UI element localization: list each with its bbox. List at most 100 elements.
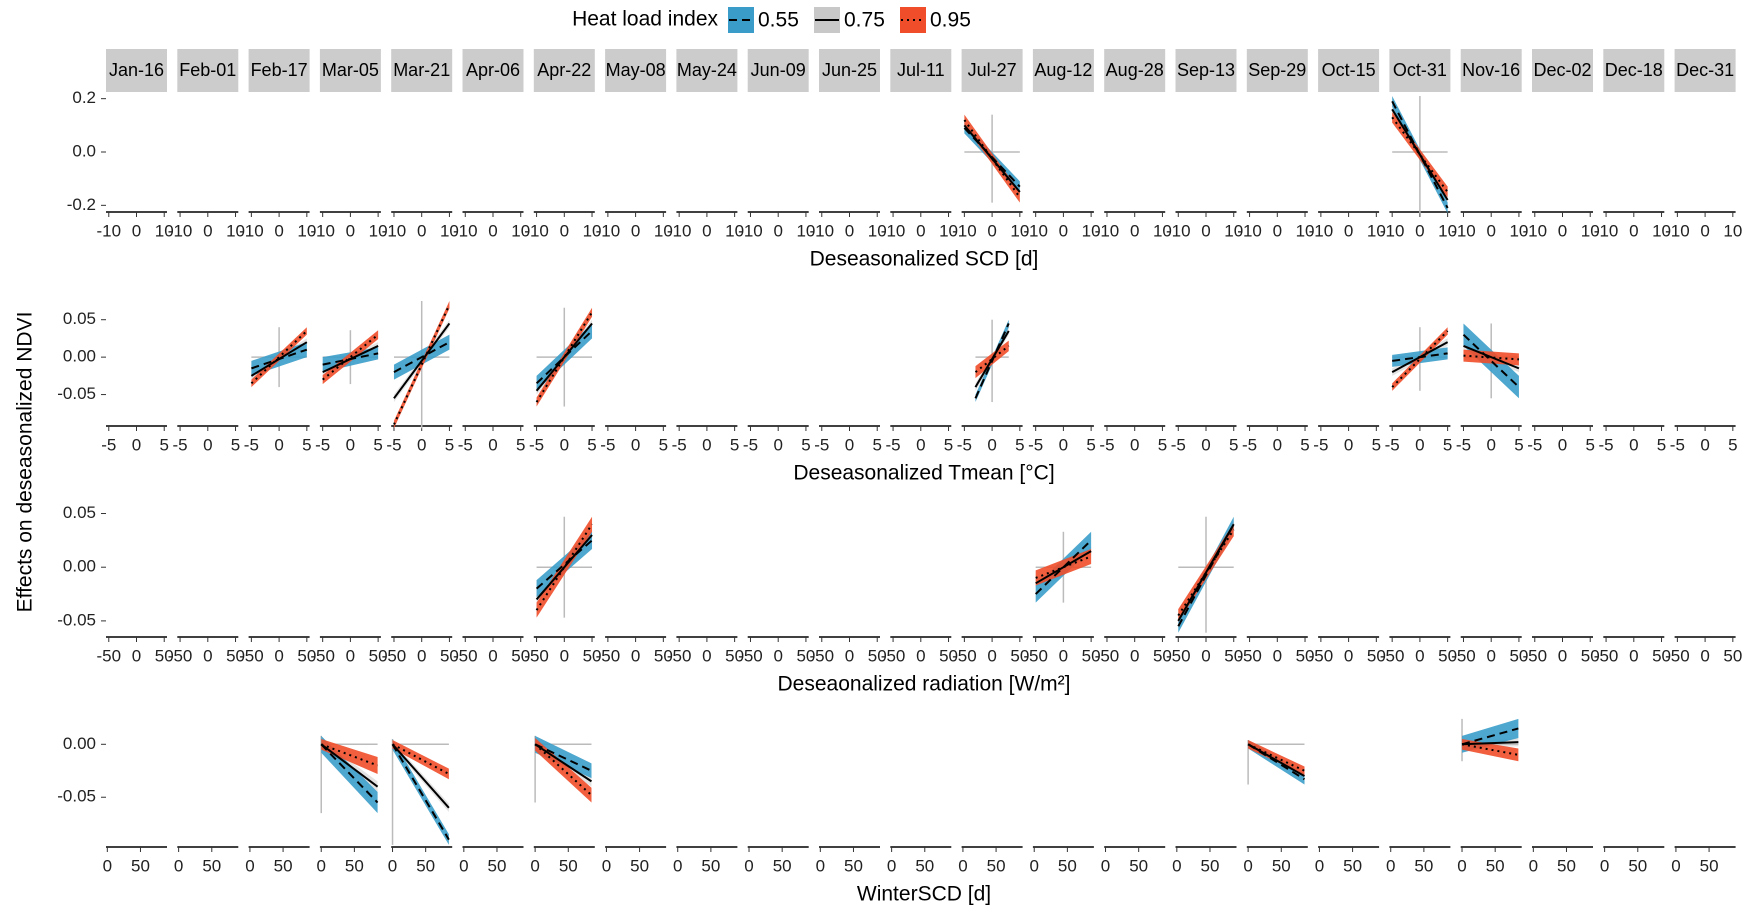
effect-line [1035,555,1092,579]
effect-line [1391,108,1449,201]
x-tick-label: 0 [1201,221,1210,240]
x-tick-label: 50 [915,856,934,875]
x-tick-label: 0 [203,435,212,454]
facet-label: Dec-18 [1605,60,1663,80]
x-tick-label: 50 [1438,646,1457,665]
x-tick-label: -50 [738,646,763,665]
x-tick-label: 0 [1558,221,1567,240]
x-tick-label: -50 [1665,646,1690,665]
x-tick-label: 50 [1486,856,1505,875]
x-tick-label: 0 [417,646,426,665]
x-tick-label: -5 [1456,435,1471,454]
effect-line [1392,352,1448,362]
x-tick-label: 10 [1010,221,1029,240]
x-tick-label: 50 [1129,856,1148,875]
y-tick-label: 0.00 [63,347,96,366]
effect-line [1247,743,1306,781]
x-tick-label: 5 [159,435,168,454]
facet-label: Aug-12 [1034,60,1092,80]
facet-label: May-08 [606,60,666,80]
facet-strip [1318,49,1380,92]
x-tick-label: 5 [1372,435,1381,454]
effect-line [392,743,450,775]
x-tick-label: -5 [1171,435,1186,454]
x-tick-label: 0 [388,856,397,875]
effect-line [1247,743,1305,772]
x-tick-label: -50 [382,646,407,665]
x-tick-label: 0 [1315,856,1324,875]
x-tick-label: -10 [1451,221,1476,240]
facet-strip [747,49,809,92]
facet-strip [1532,49,1593,92]
facet-label: Mar-21 [393,60,450,80]
x-tick-label: -5 [1385,435,1400,454]
x-tick-label: -10 [1095,221,1120,240]
x-tick-label: 10 [226,221,245,240]
x-tick-label: -50 [310,646,335,665]
x-tick-label: -10 [1309,221,1334,240]
x-tick-label: -5 [1099,435,1114,454]
x-tick-label: 50 [1652,646,1671,665]
x-tick-label: 10 [511,221,530,240]
x-tick-label: 50 [1509,646,1528,665]
x-tick-label: 50 [1272,856,1291,875]
legend-label: 0.95 [930,9,971,32]
x-tick-label: -50 [1522,646,1547,665]
x-tick-label: 5 [1514,435,1523,454]
x-tick-label: 10 [1438,221,1457,240]
x-tick-label: -5 [1028,435,1043,454]
x-tick-label: 10 [369,221,388,240]
x-tick-label: -10 [809,221,834,240]
x-tick-label: 0 [631,221,640,240]
x-axis-label: Deseasonalized Tmean [°C] [793,462,1054,485]
x-tick-label: 0 [1130,221,1139,240]
x-tick-label: 50 [440,646,459,665]
facet-strip [605,49,667,92]
x-tick-label: 10 [654,221,673,240]
facet-label: Oct-31 [1393,60,1447,80]
x-tick-label: 0 [1273,435,1282,454]
x-tick-label: -10 [1023,221,1048,240]
facet-label: Jul-27 [968,60,1017,80]
x-tick-label: 0 [773,646,782,665]
facet-strip [1674,49,1736,92]
x-tick-label: -50 [1380,646,1405,665]
facet-strip [819,49,880,92]
facet-label: Jun-25 [822,60,877,80]
x-tick-label: 0 [560,646,569,665]
x-tick-label: -50 [596,646,621,665]
x-tick-label: -50 [1023,646,1048,665]
x-tick-label: 0 [702,646,711,665]
facet-label: Jul-11 [897,60,945,80]
facet-strip [248,49,310,92]
x-tick-label: 0 [631,646,640,665]
x-axis-label: WinterSCD [d] [857,883,991,905]
x-tick-label: -10 [952,221,977,240]
x-tick-label: 10 [1153,221,1172,240]
x-tick-label: 5 [587,435,596,454]
x-tick-label: -50 [1166,646,1191,665]
facet-label: Dec-31 [1676,60,1734,80]
x-tick-label: -5 [386,435,401,454]
x-tick-label: 5 [801,435,810,454]
x-tick-label: 50 [1557,856,1576,875]
x-tick-label: 10 [1296,221,1315,240]
facet-strip [961,49,1023,92]
x-tick-label: 10 [583,221,602,240]
x-tick-label: -5 [173,435,188,454]
x-tick-label: -5 [672,435,687,454]
x-tick-label: -10 [596,221,621,240]
x-tick-label: 5 [1657,435,1666,454]
x-tick-label: 0 [602,856,611,875]
x-tick-label: 0 [1059,435,1068,454]
x-tick-label: 0 [488,221,497,240]
x-tick-label: 0 [702,221,711,240]
x-tick-label: 0 [958,856,967,875]
x-tick-label: 0 [1273,646,1282,665]
facet-label: Sep-13 [1177,60,1235,80]
x-tick-label: 50 [773,856,792,875]
y-axis-label: Effects on deseasonalized NDVI [14,312,37,613]
x-tick-label: 0 [488,646,497,665]
effect-line [391,743,450,841]
x-tick-label: -10 [881,221,906,240]
